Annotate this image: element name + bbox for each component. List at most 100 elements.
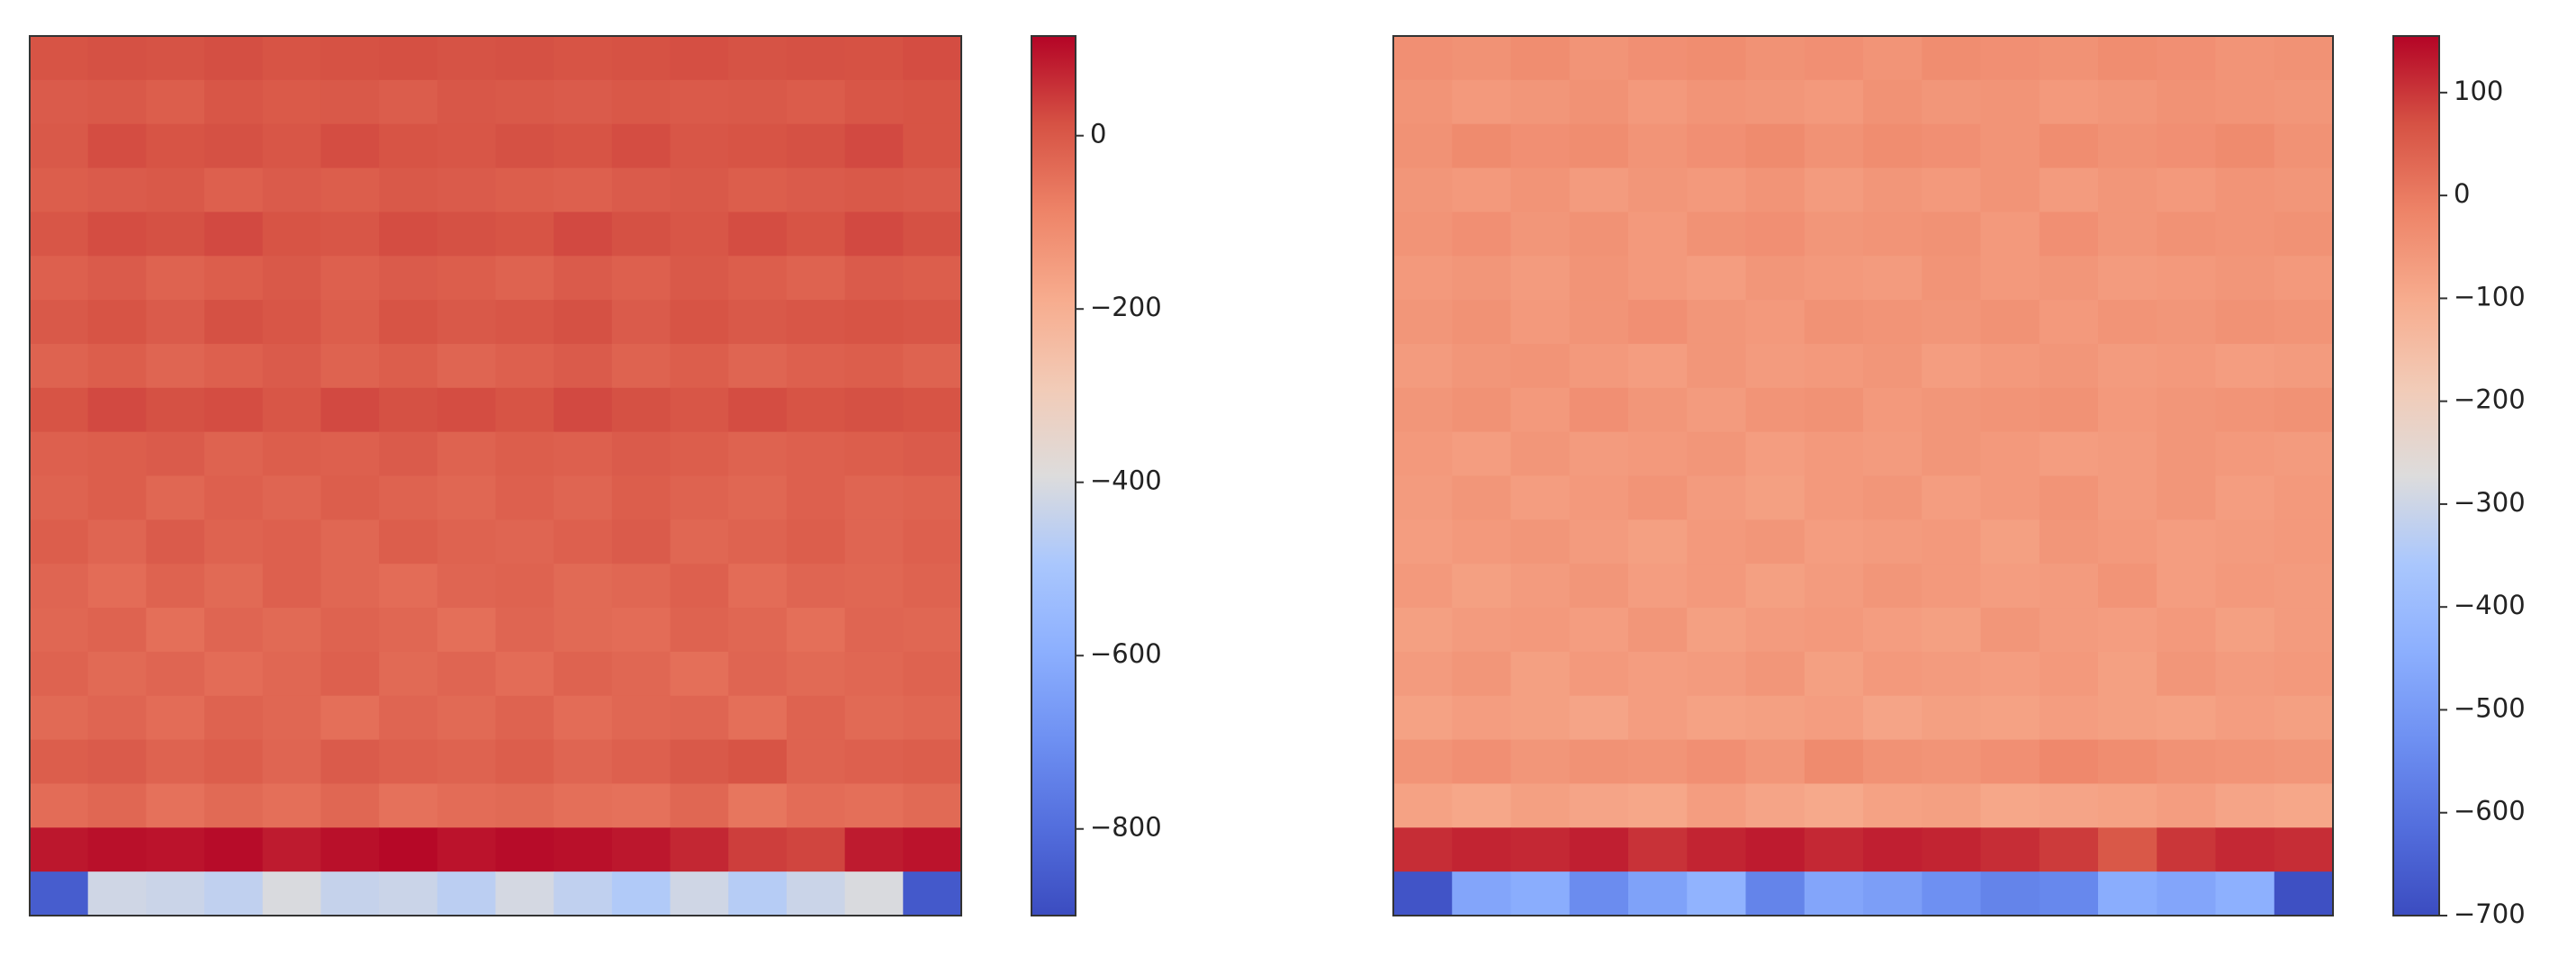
heatmap-cell [670, 695, 729, 741]
heatmap-cell [611, 79, 671, 125]
heatmap-cell [1980, 739, 2040, 785]
heatmap-cell [2098, 783, 2157, 828]
heatmap-cell [495, 871, 554, 916]
heatmap-cell [262, 387, 322, 433]
heatmap-cell [437, 519, 497, 564]
heatmap-cell [728, 695, 788, 741]
heatmap-cell [903, 36, 962, 81]
heatmap-cell [495, 519, 554, 564]
heatmap-cell [554, 256, 613, 301]
heatmap-cell [1393, 431, 1453, 477]
heatmap-cell [2215, 651, 2275, 697]
heatmap-cell [1393, 167, 1453, 212]
heatmap-cell [2039, 475, 2099, 520]
heatmap-cell [379, 36, 438, 81]
heatmap-cell [1804, 871, 1864, 916]
heatmap-cell [786, 651, 846, 697]
heatmap-cell [2039, 783, 2099, 828]
heatmap-cell [1569, 36, 1629, 81]
heatmap-cell [87, 519, 147, 564]
heatmap-cell [2157, 608, 2217, 653]
heatmap-cell [611, 827, 671, 872]
heatmap-cell [379, 564, 438, 609]
heatmap-cell [1628, 79, 1688, 125]
heatmap-cell [903, 212, 962, 257]
heatmap-cell [204, 343, 264, 389]
heatmap-cell [1687, 123, 1747, 169]
heatmap-cell [2098, 564, 2157, 609]
heatmap-cell [1628, 739, 1688, 785]
heatmap-cell [1628, 783, 1688, 828]
heatmap-cell [379, 212, 438, 257]
heatmap-cell [1804, 123, 1864, 169]
heatmap-cell [262, 343, 322, 389]
heatmap-cell [554, 36, 613, 81]
heatmap-cell [2274, 608, 2334, 653]
heatmap-cell [146, 300, 205, 345]
heatmap-cell [146, 167, 205, 212]
heatmap-cell [379, 343, 438, 389]
heatmap-cell [611, 519, 671, 564]
heatmap-cell [903, 695, 962, 741]
heatmap-cell [1980, 167, 2040, 212]
heatmap-cell [320, 608, 380, 653]
heatmap-cell [1863, 608, 1923, 653]
heatmap-cell [2215, 564, 2275, 609]
heatmap-cell [1804, 783, 1864, 828]
heatmap-cell [844, 123, 904, 169]
heatmap-cell [495, 827, 554, 872]
heatmap-cell [1628, 431, 1688, 477]
heatmap-cell [1745, 608, 1806, 653]
heatmap-cell [1980, 827, 2040, 872]
heatmap-cell [262, 212, 322, 257]
heatmap-cell [1687, 783, 1747, 828]
heatmap-cell [670, 36, 729, 81]
heatmap-cell [320, 431, 380, 477]
heatmap-cell [670, 123, 729, 169]
heatmap-cell [87, 695, 147, 741]
heatmap-cell [204, 651, 264, 697]
heatmap-cell [2274, 519, 2334, 564]
heatmap-cell [1393, 783, 1453, 828]
heatmap-cell [495, 564, 554, 609]
heatmap-cell [903, 300, 962, 345]
heatmap-cell [611, 36, 671, 81]
heatmap-cell [320, 343, 380, 389]
heatmap-cell [844, 871, 904, 916]
heatmap-cell [379, 167, 438, 212]
heatmap-cell [87, 475, 147, 520]
heatmap-cell [2274, 783, 2334, 828]
heatmap-cell [1628, 608, 1688, 653]
heatmap-cell [1510, 608, 1571, 653]
heatmap-cell [1510, 695, 1571, 741]
heatmap-cell [1980, 783, 2040, 828]
heatmap-cell [1745, 387, 1806, 433]
heatmap-cell [1393, 123, 1453, 169]
heatmap-cell [1510, 300, 1571, 345]
heatmap-cell [1804, 695, 1864, 741]
heatmap-cell [2157, 212, 2217, 257]
heatmap-cell [437, 256, 497, 301]
heatmap-cell [1804, 475, 1864, 520]
heatmap-cell [2157, 256, 2217, 301]
heatmap-cell [1863, 36, 1923, 81]
heatmap-cell [87, 783, 147, 828]
heatmap-cell [1804, 256, 1864, 301]
heatmap-cell [1510, 827, 1571, 872]
heatmap-cell [495, 36, 554, 81]
heatmap-cell [844, 256, 904, 301]
heatmap-cell [1863, 519, 1923, 564]
heatmap-cell [87, 167, 147, 212]
heatmap-cell [903, 256, 962, 301]
heatmap-cell [1980, 387, 2040, 433]
heatmap-cell [1922, 695, 1982, 741]
heatmap-cell [728, 783, 788, 828]
heatmap-cell [728, 167, 788, 212]
heatmap-cell [1393, 212, 1453, 257]
heatmap-cell [262, 651, 322, 697]
heatmap-cell [204, 256, 264, 301]
heatmap-cell [2098, 343, 2157, 389]
heatmap-cell [728, 387, 788, 433]
colorbar-tick-label: −400 [1090, 465, 1162, 496]
heatmap-cell [1863, 256, 1923, 301]
